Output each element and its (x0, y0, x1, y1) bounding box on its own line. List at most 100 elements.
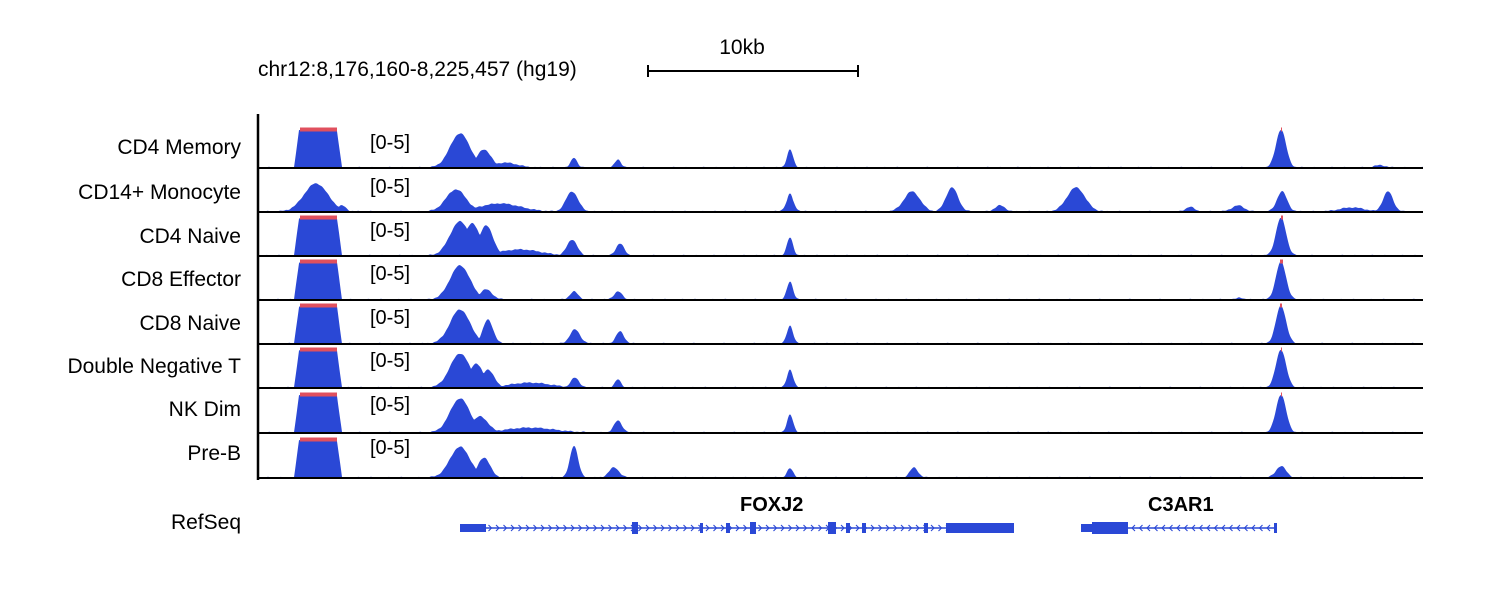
gene-feature (563, 524, 568, 532)
gene-feature (668, 524, 673, 532)
gene-feature (1266, 524, 1271, 532)
coverage-track (258, 306, 1423, 344)
gene-feature (1131, 524, 1136, 532)
gene-feature (1274, 523, 1277, 533)
track-label-nk-dim: NK Dim (168, 398, 241, 421)
gene-feature (1176, 524, 1181, 532)
gene-feature (1191, 524, 1196, 532)
gene-feature (525, 524, 530, 532)
gene-feature (924, 523, 928, 533)
track-label-double-negative-t: Double Negative T (67, 355, 241, 378)
gene-feature (938, 524, 943, 532)
gene-feature (900, 524, 905, 532)
gene-feature (780, 524, 785, 532)
clipped-indicator (300, 259, 337, 264)
gene-feature (1092, 522, 1128, 534)
gene-feature (600, 524, 605, 532)
gene-feature (1138, 524, 1143, 532)
gene-feature (1146, 524, 1151, 532)
gene-feature (908, 524, 913, 532)
refseq-track-label: RefSeq (170, 511, 241, 534)
gene-feature (930, 524, 935, 532)
gene-feature (615, 524, 620, 532)
clipped-indicator (300, 392, 337, 397)
gene-feature (578, 524, 583, 532)
gene-feature (862, 523, 866, 533)
gene-feature (720, 524, 725, 532)
gene-feature (828, 522, 836, 534)
clipped-indicator (1281, 127, 1282, 132)
clipped-indicator (300, 127, 337, 132)
clipped-indicator (300, 437, 337, 442)
track-range: [0-5] (370, 437, 411, 459)
gene-feature (818, 524, 823, 532)
track-range: [0-5] (370, 350, 411, 372)
gene-feature (1251, 524, 1256, 532)
gene-feature (570, 524, 575, 532)
gene-feature (846, 523, 850, 533)
gene-feature (1153, 524, 1158, 532)
coverage-track (258, 395, 1423, 433)
clipped-indicator (300, 215, 337, 220)
gene-feature (878, 524, 883, 532)
gene-feature (660, 524, 665, 532)
gene-feature (1081, 524, 1092, 532)
track-range: [0-5] (370, 176, 411, 198)
coverage-track (258, 130, 1423, 168)
gene-feature (503, 524, 508, 532)
gene-feature (638, 524, 643, 532)
gene-feature (855, 524, 860, 532)
clipped-indicator (1280, 259, 1283, 264)
track-label-pre-b: Pre-B (187, 442, 241, 465)
gene-feature (870, 524, 875, 532)
gene-model-foxj2 (460, 522, 1014, 534)
gene-feature (623, 524, 628, 532)
track-label-cd4-memory: CD4 Memory (117, 136, 241, 159)
gene-feature (893, 524, 898, 532)
clipped-indicator (1281, 392, 1282, 397)
locus-label: chr12:8,176,160-8,225,457 (hg19) (258, 58, 577, 81)
gene-feature (795, 524, 800, 532)
gene-feature (555, 524, 560, 532)
gene-feature (1228, 524, 1233, 532)
gene-feature (548, 524, 553, 532)
gene-feature (840, 524, 845, 532)
gene-feature (632, 522, 638, 534)
gene-feature (765, 524, 770, 532)
gene-feature (743, 524, 748, 532)
clipped-indicator (1281, 347, 1282, 352)
gene-feature (735, 524, 740, 532)
track-label-cd8-naive: CD8 Naive (139, 312, 241, 335)
clipped-indicator (300, 347, 337, 352)
gene-feature (946, 523, 1014, 533)
gene-feature (495, 524, 500, 532)
gene-feature (1168, 524, 1173, 532)
gene-feature (700, 523, 703, 533)
gene-feature (1206, 524, 1211, 532)
gene-feature (1213, 524, 1218, 532)
gene-feature (585, 524, 590, 532)
gene-feature (1236, 524, 1241, 532)
gene-label-foxj2: FOXJ2 (740, 494, 804, 516)
track-label-cd8-effector: CD8 Effector (121, 268, 241, 291)
gene-feature (758, 524, 763, 532)
gene-feature (1243, 524, 1248, 532)
gene-feature (593, 524, 598, 532)
track-label-cd14-monocyte: CD14+ Monocyte (78, 181, 241, 204)
gene-feature (1198, 524, 1203, 532)
coverage-track (258, 440, 1423, 478)
scale-bar (647, 65, 859, 77)
coverage-track (258, 218, 1423, 256)
gene-feature (885, 524, 890, 532)
scale-bar-label: 10kb (719, 36, 765, 59)
gene-feature (518, 524, 523, 532)
gene-feature (645, 524, 650, 532)
gene-model-c3ar1 (1081, 522, 1277, 534)
gene-feature (803, 524, 808, 532)
gene-feature (788, 524, 793, 532)
gene-feature (1258, 524, 1263, 532)
clipped-indicator (1280, 303, 1282, 308)
coverage-track (258, 262, 1423, 300)
track-range: [0-5] (370, 307, 411, 329)
